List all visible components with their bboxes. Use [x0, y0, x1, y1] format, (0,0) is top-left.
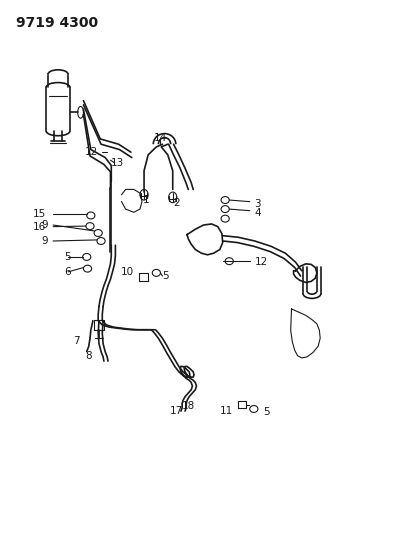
Text: 5: 5: [263, 407, 270, 417]
Text: 10: 10: [121, 267, 134, 277]
Text: 2: 2: [173, 198, 180, 208]
Text: 4: 4: [255, 208, 261, 219]
Text: 8: 8: [85, 351, 92, 361]
Text: 13: 13: [111, 158, 125, 168]
Text: 5: 5: [162, 271, 169, 281]
Text: 16: 16: [32, 222, 46, 232]
Text: 1: 1: [143, 195, 150, 205]
Text: 14: 14: [154, 133, 167, 143]
Text: 17: 17: [169, 406, 182, 416]
Text: 6: 6: [64, 267, 71, 277]
Text: 9: 9: [41, 236, 48, 246]
Text: 12: 12: [85, 147, 98, 157]
Text: 15: 15: [32, 209, 46, 220]
Text: 12: 12: [255, 257, 268, 267]
Text: 9: 9: [41, 220, 48, 230]
Text: 11: 11: [220, 406, 233, 416]
Text: 9719 4300: 9719 4300: [16, 15, 98, 29]
Text: 3: 3: [255, 199, 261, 209]
Text: 7: 7: [73, 336, 80, 346]
Text: 5: 5: [64, 252, 71, 262]
Circle shape: [140, 189, 148, 200]
Circle shape: [169, 192, 177, 203]
Text: 18: 18: [182, 401, 195, 411]
